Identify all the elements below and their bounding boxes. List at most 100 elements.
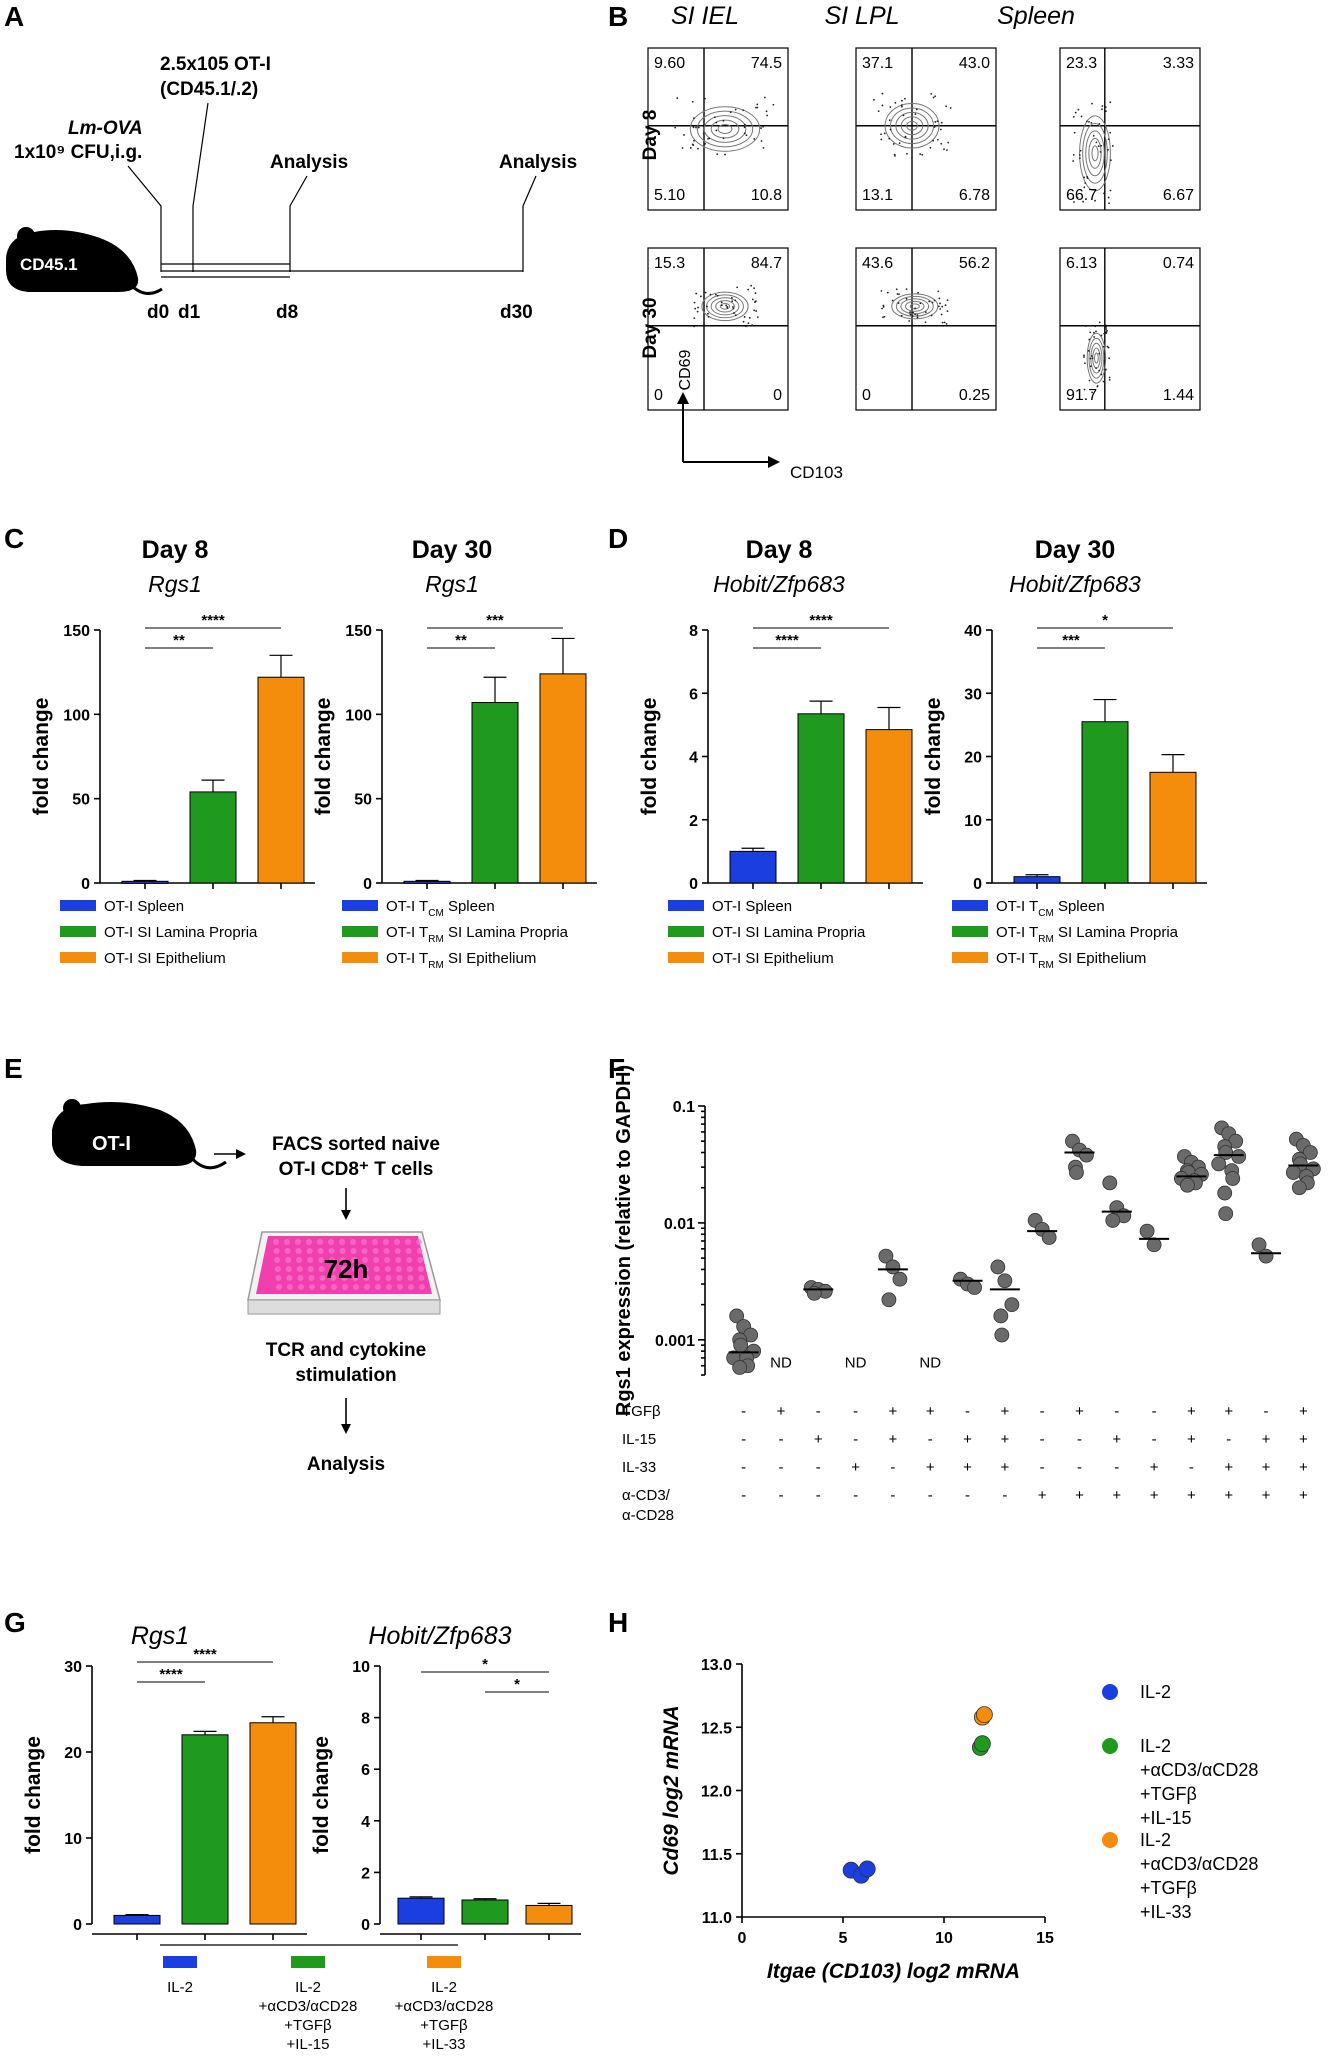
event-dot — [754, 292, 757, 295]
event-dot — [1105, 110, 1107, 113]
bar-2 — [257, 676, 305, 884]
condition-value: + — [1038, 1487, 1047, 1504]
significance-label-0: *** — [1062, 632, 1080, 649]
event-dot — [882, 316, 884, 319]
day-label-d1: d1 — [178, 302, 201, 323]
legend-label-0: OT-I TCM Spleen — [996, 898, 1105, 919]
event-dot — [909, 313, 912, 316]
data-point — [1041, 1230, 1057, 1245]
chart-g-hobit: Hobit/Zfp683 fold change 0 2 4 6 8 10 * * — [310, 1622, 581, 1940]
plate-well — [295, 1248, 302, 1254]
event-dot — [1101, 105, 1104, 107]
y-tick-label: 8 — [689, 623, 698, 640]
event-dot — [880, 133, 882, 136]
transfer-label-1: 2.5x105 OT-I — [160, 54, 271, 75]
y-axis-label: fold change — [22, 1736, 45, 1854]
plate-well — [372, 1239, 378, 1245]
legend-subscript: RM — [1038, 934, 1054, 945]
plate-well — [350, 1248, 357, 1254]
flow-plot-frame — [855, 47, 997, 211]
bar-1 — [1081, 721, 1129, 884]
significance-label-1: * — [514, 1676, 520, 1693]
event-dot — [901, 99, 903, 102]
condition-value: + — [1000, 1403, 1009, 1420]
event-dot — [1086, 175, 1088, 178]
legend-label: +IL-15 — [1140, 1808, 1192, 1828]
event-dot — [919, 153, 922, 155]
y-tick-label: 0 — [81, 876, 90, 893]
event-dot — [691, 100, 694, 103]
legend-label: IL-2 — [295, 1979, 321, 1996]
event-dot — [1098, 352, 1101, 355]
y-tick-label: 20 — [964, 750, 982, 767]
dose-label: 1x10⁹ CFU,i.g. — [14, 142, 142, 163]
contour-line — [1086, 332, 1107, 384]
bar-1 — [797, 713, 845, 884]
event-dot — [1072, 197, 1075, 200]
legend-swatch-2 — [427, 1956, 461, 1968]
data-point — [997, 1273, 1013, 1289]
event-dot — [695, 126, 697, 129]
condition-value: + — [1112, 1431, 1121, 1448]
condition-value: - — [778, 1459, 783, 1476]
contour-line — [891, 293, 939, 320]
event-dot — [888, 119, 891, 122]
legend-swatch-2 — [952, 952, 988, 963]
event-dot — [897, 302, 900, 305]
event-dot — [734, 108, 737, 111]
event-dot — [889, 106, 892, 108]
legend-label: IL-2 — [1140, 1736, 1171, 1756]
event-dot — [1100, 373, 1103, 376]
legend-label-1: OT-I SI Lamina Propria — [712, 924, 866, 941]
x-axis-cd103: CD103 — [790, 463, 843, 482]
data-point — [1069, 1165, 1084, 1180]
event-dot — [881, 92, 884, 95]
legend-label-0: OT-I Spleen — [712, 898, 792, 915]
event-dot — [732, 307, 735, 310]
event-dot — [940, 121, 943, 124]
plate-72h-label: 72h — [324, 1254, 369, 1284]
legend-subscript: CM — [428, 908, 444, 919]
quadrant-lr-value: 1.44 — [1163, 387, 1194, 404]
condition-value: - — [1040, 1403, 1045, 1420]
data-point — [1302, 1145, 1318, 1160]
plate-well — [339, 1248, 346, 1254]
data-point — [967, 1280, 982, 1295]
plate-well — [384, 1257, 391, 1263]
flow-plot-frame — [647, 47, 789, 211]
plate-well — [297, 1275, 304, 1281]
event-dot — [900, 105, 903, 108]
event-dot — [1093, 336, 1096, 338]
plate-well — [406, 1257, 413, 1263]
event-dot — [1083, 356, 1085, 358]
plate-well — [361, 1248, 368, 1254]
x-axis-label: Itgae (CD103) log2 mRNA — [767, 1960, 1020, 1983]
day-label-d30: d30 — [500, 302, 533, 323]
event-dot — [1100, 334, 1103, 337]
event-dot — [900, 314, 903, 317]
panel-letter-b: B — [608, 1, 628, 32]
quadrant-lr-value: 6.67 — [1163, 187, 1194, 204]
event-dot — [1094, 199, 1096, 202]
event-dot — [891, 299, 894, 302]
event-dot — [888, 137, 891, 140]
event-dot — [760, 140, 763, 142]
y-tick-label: 6 — [689, 686, 698, 703]
legend-swatch-0 — [60, 900, 96, 911]
panel-letter-h: H — [608, 1607, 628, 1638]
event-dot — [709, 293, 712, 296]
event-dot — [873, 98, 875, 101]
event-dot — [1103, 332, 1106, 335]
nd-label: ND — [845, 1355, 867, 1372]
plate-well — [286, 1275, 293, 1281]
y-axis-label: Cd69 log2 mRNA — [660, 1705, 683, 1875]
event-dot — [1106, 329, 1108, 332]
condition-value: + — [1299, 1459, 1308, 1476]
plate-well — [339, 1239, 345, 1245]
contour-line — [906, 120, 918, 131]
legend-label-part: OT-I T — [996, 924, 1038, 941]
legend-swatch-1 — [952, 926, 988, 937]
condition-value: + — [1075, 1487, 1084, 1504]
condition-label: TGFβ — [622, 1403, 661, 1420]
event-dot — [1072, 153, 1075, 156]
